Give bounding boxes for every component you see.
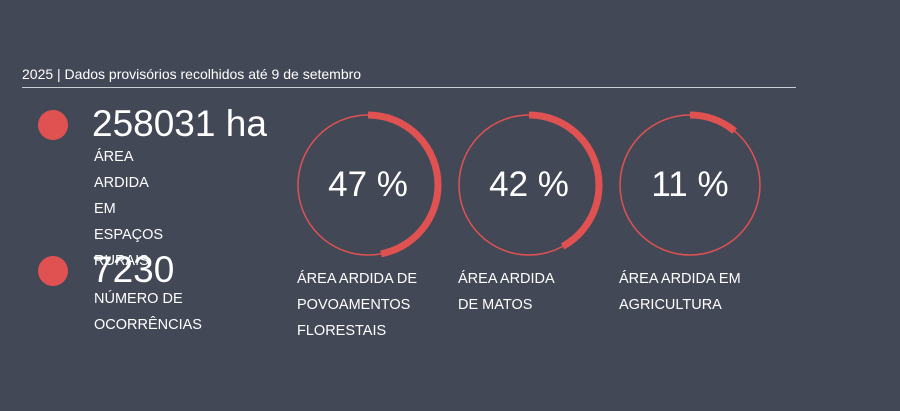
percentage-value: 47 % [328, 165, 408, 204]
stat-value: 7230 [92, 249, 175, 290]
status-dot-icon [38, 256, 68, 286]
page-header: 2025 | Dados provisórios recolhidos até … [22, 66, 796, 88]
ring-label: ÁREA ARDIDA EM AGRICULTURA [619, 271, 741, 313]
ring-label: ÁREA ARDIDA DE MATOS [458, 271, 555, 313]
stat-value: 258031 ha [92, 103, 267, 144]
stat-label: ÁREA ARDIDA EM ESPAÇOS RURAIS [94, 149, 164, 269]
forest-percentage-ring: 47 % [293, 110, 443, 260]
percentage-value: 11 % [651, 165, 729, 204]
status-dot-icon [38, 110, 68, 140]
shrubland-percentage-ring: 42 % [454, 110, 604, 260]
agriculture-percentage-ring: 11 % [615, 110, 765, 260]
percentage-value: 42 % [489, 165, 569, 204]
stat-label: NÚMERO DE OCORRÊNCIAS [94, 291, 202, 333]
progress-ring-graphic [616, 111, 764, 259]
ring-label: ÁREA ARDIDA DE POVOAMENTOS FLORESTAIS [297, 271, 418, 339]
progress-ring-graphic [455, 111, 603, 259]
progress-ring-graphic [294, 111, 442, 259]
